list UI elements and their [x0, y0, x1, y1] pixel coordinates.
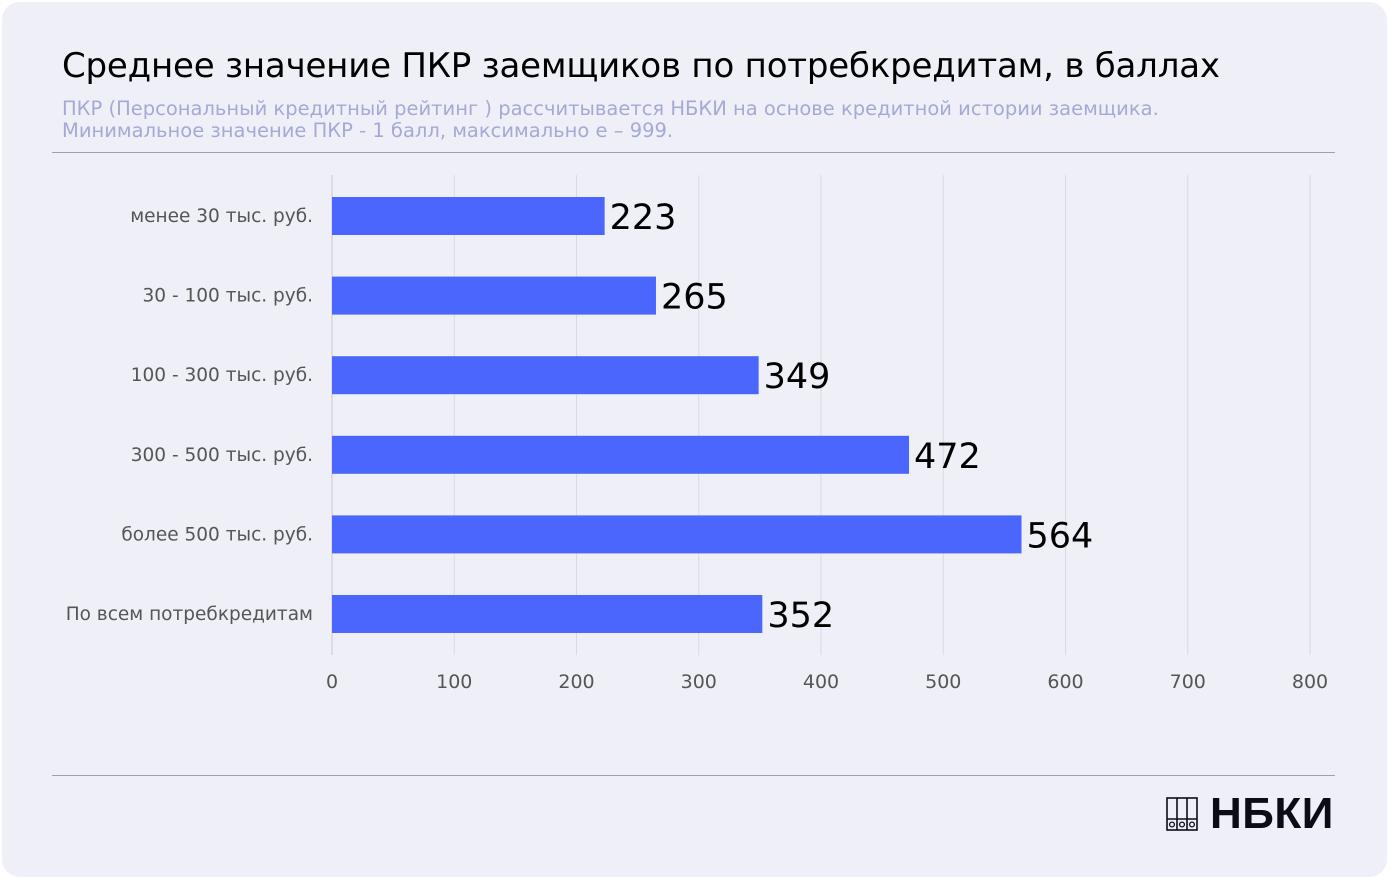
bar: [332, 276, 656, 315]
bar: [332, 197, 605, 235]
data-label: 265: [661, 278, 728, 318]
category-label: менее 30 тыс. руб.: [130, 206, 313, 227]
x-tick-label: 700: [1170, 671, 1206, 693]
category-label: 100 - 300 тыс. руб.: [131, 365, 313, 386]
category-label: 30 - 100 тыс. руб.: [143, 286, 313, 307]
data-label: 564: [1026, 516, 1093, 556]
x-tick-label: 300: [681, 671, 717, 693]
footer-divider: [52, 775, 1335, 776]
category-label: По всем потребкредитам: [66, 604, 313, 625]
x-tick-label: 0: [326, 671, 338, 693]
logo-text: НБКИ: [1210, 789, 1334, 838]
bar: [332, 515, 1022, 554]
category-label: более 500 тыс. руб.: [121, 524, 313, 545]
chart-title: Среднее значение ПКР заемщиков по потреб…: [62, 46, 1220, 86]
x-tick-label: 800: [1292, 671, 1328, 693]
bar: [332, 435, 910, 474]
x-tick-label: 200: [558, 671, 594, 693]
chart-subtitle: ПКР (Персональный кредитный рейтинг ) ра…: [62, 98, 1159, 142]
subtitle-line: Минимальное значение ПКР - 1 балл, макси…: [62, 119, 674, 142]
category-label: 300 - 500 тыс. руб.: [131, 445, 313, 466]
data-label: 472: [914, 437, 981, 477]
nbki-logo: НБКИ: [1166, 789, 1334, 838]
x-tick-label: 600: [1047, 671, 1083, 693]
data-label: 352: [767, 596, 834, 636]
nbki-logo-icon: [1166, 797, 1198, 831]
x-tick-label: 400: [803, 671, 839, 693]
header-divider: [52, 152, 1335, 153]
bar: [332, 595, 763, 633]
bar: [332, 356, 759, 395]
x-tick-label: 100: [436, 671, 472, 693]
x-tick-label: 500: [925, 671, 961, 693]
data-label: 349: [764, 357, 831, 397]
data-label: 223: [610, 198, 677, 238]
subtitle-line: ПКР (Персональный кредитный рейтинг ) ра…: [62, 97, 1159, 120]
